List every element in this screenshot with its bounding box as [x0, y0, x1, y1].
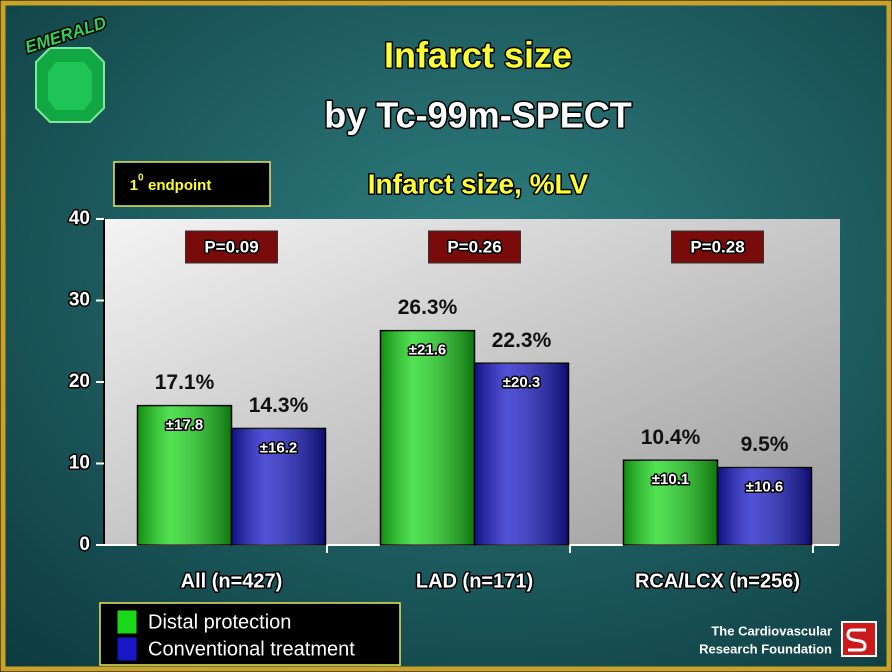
bar-shade: [231, 428, 326, 545]
bar-shade: [623, 460, 718, 545]
legend-box: [99, 602, 401, 666]
legend-label: Distal protection: [148, 611, 291, 633]
y-tick-label: 30: [69, 290, 90, 311]
value-label: 9.5%: [741, 433, 789, 456]
badge-text: endpoint: [148, 177, 211, 194]
sd-label: ±17.8: [166, 417, 203, 434]
badge-superscript: 0: [138, 173, 144, 184]
x-tick-label: All (n=427): [181, 570, 283, 592]
legend-label: Conventional treatment: [148, 638, 355, 660]
value-label: 26.3%: [398, 296, 458, 319]
bar-shade: [717, 467, 812, 545]
y-tick-label: 10: [69, 453, 90, 474]
badge-box: [113, 161, 271, 207]
badge: 1 0 endpoint: [113, 161, 271, 207]
y-tick-label: 20: [69, 371, 90, 392]
sd-label: ±21.6: [409, 342, 446, 359]
p-value-box: [185, 230, 278, 264]
footer: The Cardiovascular Research Foundation: [699, 621, 877, 657]
badge-number: 1: [130, 177, 138, 194]
p-value-box: [428, 230, 521, 264]
p-value-box: [671, 230, 764, 264]
value-label: 10.4%: [641, 426, 701, 449]
legend: Distal protection Conventional treatment: [99, 602, 401, 666]
x-tick-label: LAD (n=171): [416, 570, 533, 592]
sd-label: ±10.6: [746, 479, 783, 496]
bar-shade: [380, 330, 475, 545]
gem-facet: [48, 62, 92, 110]
bar-shade: [474, 363, 569, 545]
chart: 0 10 20 30 40 All (n=427) P=0.09 17.1% ±17.8 14.3…: [67, 207, 839, 594]
sd-label: ±20.3: [503, 374, 540, 391]
x-tick-label: RCA/LCX (n=256): [635, 570, 800, 592]
value-label: 14.3%: [249, 394, 309, 417]
title: Infarct size: [384, 35, 572, 76]
legend-swatch: [116, 609, 138, 635]
footer-line: Research Foundation: [699, 641, 832, 656]
chart-title: Infarct size, %LV: [368, 168, 589, 199]
sd-label: ±16.2: [260, 439, 297, 456]
legend-swatch: [116, 636, 138, 662]
sd-label: ±10.1: [652, 471, 689, 488]
p-value: P=0.09: [204, 237, 258, 256]
p-value: P=0.28: [690, 237, 744, 256]
subtitle: by Tc-99m-SPECT: [324, 95, 631, 136]
p-value: P=0.26: [447, 237, 501, 256]
bar-shade: [137, 405, 232, 545]
y-tick-label: 40: [69, 208, 90, 229]
value-label: 17.1%: [155, 371, 215, 394]
value-label: 22.3%: [492, 329, 552, 352]
y-tick-label: 0: [79, 534, 90, 555]
footer-logo-mark: [846, 628, 867, 652]
footer-line: The Cardiovascular: [711, 623, 832, 638]
